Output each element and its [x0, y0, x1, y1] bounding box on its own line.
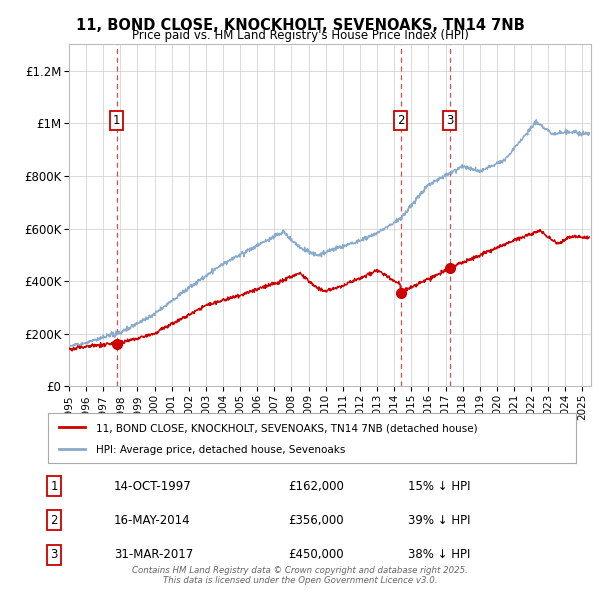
Text: 39% ↓ HPI: 39% ↓ HPI: [408, 514, 470, 527]
Text: 1: 1: [50, 480, 58, 493]
Text: Contains HM Land Registry data © Crown copyright and database right 2025.
This d: Contains HM Land Registry data © Crown c…: [132, 566, 468, 585]
Text: £450,000: £450,000: [288, 548, 344, 561]
Text: HPI: Average price, detached house, Sevenoaks: HPI: Average price, detached house, Seve…: [95, 445, 345, 455]
Text: Price paid vs. HM Land Registry's House Price Index (HPI): Price paid vs. HM Land Registry's House …: [131, 30, 469, 42]
Text: 2: 2: [397, 114, 404, 127]
Text: 11, BOND CLOSE, KNOCKHOLT, SEVENOAKS, TN14 7NB (detached house): 11, BOND CLOSE, KNOCKHOLT, SEVENOAKS, TN…: [95, 423, 477, 433]
Text: 15% ↓ HPI: 15% ↓ HPI: [408, 480, 470, 493]
Text: 16-MAY-2014: 16-MAY-2014: [114, 514, 191, 527]
Text: 31-MAR-2017: 31-MAR-2017: [114, 548, 193, 561]
Text: 11, BOND CLOSE, KNOCKHOLT, SEVENOAKS, TN14 7NB: 11, BOND CLOSE, KNOCKHOLT, SEVENOAKS, TN…: [76, 18, 524, 32]
Text: 14-OCT-1997: 14-OCT-1997: [114, 480, 192, 493]
Text: 2: 2: [50, 514, 58, 527]
Text: 3: 3: [50, 548, 58, 561]
Text: 38% ↓ HPI: 38% ↓ HPI: [408, 548, 470, 561]
Text: £162,000: £162,000: [288, 480, 344, 493]
Text: 1: 1: [113, 114, 121, 127]
Text: £356,000: £356,000: [288, 514, 344, 527]
Text: 3: 3: [446, 114, 454, 127]
